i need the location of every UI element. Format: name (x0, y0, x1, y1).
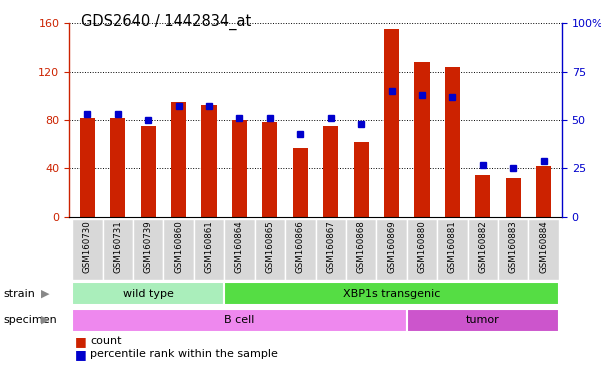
Text: GSM160730: GSM160730 (83, 220, 92, 273)
FancyBboxPatch shape (72, 309, 407, 331)
Text: GSM160868: GSM160868 (356, 220, 365, 273)
Text: GSM160860: GSM160860 (174, 220, 183, 273)
FancyBboxPatch shape (468, 219, 498, 280)
Text: ▶: ▶ (41, 315, 49, 325)
Text: GSM160866: GSM160866 (296, 220, 305, 273)
Bar (445, 67, 460, 217)
Text: GSM160880: GSM160880 (418, 220, 427, 273)
Bar (505, 178, 521, 217)
Bar (80, 118, 95, 217)
Text: GDS2640 / 1442834_at: GDS2640 / 1442834_at (81, 13, 251, 30)
FancyBboxPatch shape (528, 219, 559, 280)
FancyBboxPatch shape (376, 219, 407, 280)
Text: B cell: B cell (224, 315, 255, 325)
Text: GSM160869: GSM160869 (387, 220, 396, 273)
Bar (293, 148, 308, 217)
Bar (384, 29, 399, 217)
FancyBboxPatch shape (437, 219, 468, 280)
Text: GSM160861: GSM160861 (204, 220, 213, 273)
FancyBboxPatch shape (194, 219, 224, 280)
FancyBboxPatch shape (133, 219, 163, 280)
Text: ■: ■ (75, 348, 87, 361)
Text: strain: strain (3, 289, 35, 299)
FancyBboxPatch shape (163, 219, 194, 280)
Text: GSM160882: GSM160882 (478, 220, 487, 273)
Text: GSM160884: GSM160884 (539, 220, 548, 273)
Text: XBP1s transgenic: XBP1s transgenic (343, 289, 441, 299)
FancyBboxPatch shape (72, 283, 224, 305)
Bar (141, 126, 156, 217)
FancyBboxPatch shape (255, 219, 285, 280)
Bar (323, 126, 338, 217)
Bar (262, 122, 278, 217)
Bar (475, 175, 490, 217)
Text: percentile rank within the sample: percentile rank within the sample (90, 349, 278, 359)
Text: specimen: specimen (3, 315, 56, 325)
Text: count: count (90, 336, 121, 346)
FancyBboxPatch shape (346, 219, 376, 280)
Bar (201, 106, 216, 217)
Text: GSM160739: GSM160739 (144, 220, 153, 273)
Bar (232, 120, 247, 217)
Bar (171, 102, 186, 217)
Text: GSM160864: GSM160864 (235, 220, 244, 273)
Text: wild type: wild type (123, 289, 174, 299)
FancyBboxPatch shape (224, 283, 559, 305)
Bar (353, 142, 369, 217)
Text: GSM160867: GSM160867 (326, 220, 335, 273)
FancyBboxPatch shape (285, 219, 316, 280)
FancyBboxPatch shape (407, 219, 437, 280)
FancyBboxPatch shape (103, 219, 133, 280)
Text: ▶: ▶ (41, 289, 49, 299)
Text: GSM160865: GSM160865 (266, 220, 275, 273)
FancyBboxPatch shape (224, 219, 255, 280)
Text: GSM160883: GSM160883 (509, 220, 517, 273)
Bar (415, 62, 430, 217)
Text: tumor: tumor (466, 315, 499, 325)
FancyBboxPatch shape (316, 219, 346, 280)
Bar (536, 166, 551, 217)
Text: GSM160731: GSM160731 (114, 220, 122, 273)
Bar (110, 118, 126, 217)
Text: ■: ■ (75, 335, 87, 348)
FancyBboxPatch shape (498, 219, 528, 280)
FancyBboxPatch shape (407, 309, 559, 331)
FancyBboxPatch shape (72, 219, 103, 280)
Text: GSM160881: GSM160881 (448, 220, 457, 273)
